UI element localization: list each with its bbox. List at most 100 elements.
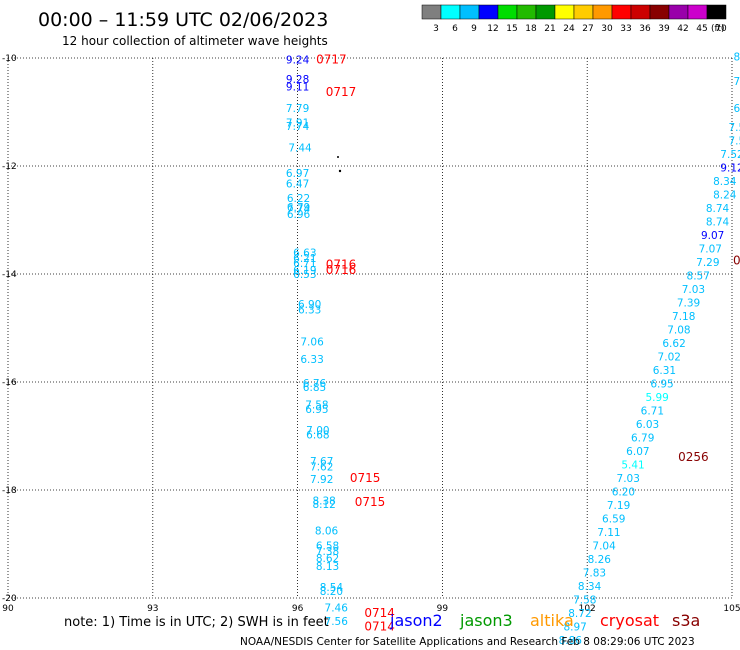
colorbar-swatch: [516, 4, 537, 20]
swh-point: 5.99: [645, 392, 668, 404]
swh-point: 7.00: [306, 425, 329, 437]
colorbar-swatch: [611, 4, 632, 20]
colorbar-swatch: [630, 4, 651, 20]
swh-point: 6.71: [293, 258, 316, 270]
swh-point: 7.08: [667, 324, 690, 336]
time-label: 0715: [355, 495, 386, 509]
colorbar-tick-label: 6: [452, 24, 458, 34]
colorbar-swatch: [459, 4, 480, 20]
colorbar-swatch: [440, 4, 461, 20]
swh-point: 6.19: [293, 265, 316, 277]
x-tick-label: 93: [147, 604, 158, 614]
swh-point: 8.38: [312, 496, 335, 508]
swh-point: 7.03: [617, 473, 640, 485]
colorbar-tick-label: 70: [715, 24, 727, 34]
swh-point: 6.33: [298, 304, 321, 316]
swh-point: 8.13: [316, 561, 339, 573]
x-tick-label: 96: [292, 604, 304, 614]
time-label: 0717: [316, 52, 347, 66]
colorbar-tick-label: 33: [620, 24, 631, 34]
footer-credit: NOAA/NESDIS Center for Satellite Applica…: [240, 636, 695, 648]
swh-point: 6.95: [650, 378, 673, 390]
swh-point: 8.72: [568, 608, 591, 620]
y-tick-label: -10: [2, 54, 17, 64]
colorbar-swatch: [535, 4, 556, 20]
swh-point: 6.58: [316, 540, 339, 552]
swh-point: 6.07: [626, 446, 649, 458]
swh-point: 8.20: [320, 586, 343, 598]
time-label: 0717: [326, 85, 357, 99]
swh-point: 7.11: [597, 527, 620, 539]
swh-point: 8.57: [687, 270, 710, 282]
colorbar-tick-label: 39: [658, 24, 670, 34]
swh-point: 8: [733, 52, 740, 64]
track-marker-icon: [337, 156, 342, 173]
swh-point: 9.12: [720, 162, 740, 174]
x-tick-label: 105: [723, 604, 740, 614]
colorbar-tick-label: 45: [696, 24, 707, 34]
swh-point: 7.56: [325, 616, 349, 628]
swh-point: 6.76: [303, 378, 327, 390]
swh-point: 7.38: [316, 546, 339, 558]
swh-point: 7.02: [658, 351, 681, 363]
colorbar-swatch: [687, 4, 708, 20]
footer-note: note: 1) Time is in UTC; 2) SWH is in fe…: [64, 615, 329, 630]
swh-point: 6.31: [653, 365, 676, 377]
swh-point: 6.53: [293, 269, 316, 281]
swh-point: 6.20: [612, 486, 635, 498]
swh-point: 7.58: [305, 399, 328, 411]
chart-title: 00:00 – 11:59 UTC 02/06/2023: [38, 9, 328, 31]
colorbar-swatch: [592, 4, 613, 20]
time-label: 0: [733, 253, 740, 267]
colorbar-swatch: [554, 4, 575, 20]
swh-point: 7.62: [310, 462, 333, 474]
swh-point: 6.79: [631, 432, 654, 444]
satellite-legend-jason3: jason3: [459, 611, 513, 630]
swh-point: 6.62: [662, 338, 685, 350]
swh-point: 9.07: [701, 230, 724, 242]
swh-point: 8.34: [713, 176, 737, 188]
colorbar-swatch: [573, 4, 594, 20]
swh-point: 6.21: [293, 253, 316, 265]
swh-point: 8.74: [706, 203, 730, 215]
swh-point: 7: [733, 76, 740, 88]
colorbar-tick-label: 27: [582, 24, 593, 34]
axis-ticks: 90 93 96 99 102 105 -10 -12 -14 -16 -18 -20: [2, 54, 740, 614]
swh-point: 8.34: [578, 581, 602, 593]
swh-point: 8.06: [315, 525, 339, 537]
satellite-legend-cryosat: cryosat: [600, 611, 659, 630]
time-label: 0715: [350, 471, 381, 485]
colorbar-tick-label: 21: [544, 24, 555, 34]
swh-point: 7.79: [286, 103, 309, 115]
swh-point: 7.06: [300, 336, 324, 348]
satellite-legend: jason2 jason3 altika cryosat s3a: [389, 611, 700, 630]
time-label: 0256: [678, 450, 709, 464]
time-label: 0714: [364, 606, 395, 620]
swh-point: 9.28: [286, 74, 309, 86]
swh-point: 7.19: [607, 500, 630, 512]
colorbar-tick-label: 30: [601, 24, 613, 34]
swh-point: 6.85: [303, 382, 326, 394]
swh-point: 8.12: [312, 499, 335, 511]
y-tick-label: -14: [2, 270, 17, 280]
swh-points: 9.249.289.117.797.917.747.446.976.476.22…: [286, 52, 740, 647]
x-tick-label: 99: [437, 604, 449, 614]
swh-point: 7.07: [699, 243, 722, 255]
swh-point: 8.26: [588, 554, 612, 566]
colorbar-tick-label: 36: [639, 24, 651, 34]
swh-point: 7.18: [672, 311, 695, 323]
swh-point: 7.29: [696, 257, 719, 269]
colorbar-swatch: [668, 4, 689, 20]
colorbar-tick-label: 15: [506, 24, 517, 34]
swh-point: 9.11: [286, 81, 309, 93]
swh-point: 7.04: [592, 540, 616, 552]
plot-grid: [7, 57, 733, 599]
y-tick-label: -12: [2, 162, 17, 172]
swh-point: 7.03: [682, 284, 705, 296]
swh-point: 7.92: [310, 474, 333, 486]
colorbar-swatch: [649, 4, 670, 20]
swh-point: 6.97: [286, 168, 309, 180]
swh-point: 6.63: [293, 248, 316, 260]
swh-point: 7.83: [583, 567, 606, 579]
chart-subtitle: 12 hour collection of altimeter wave hei…: [62, 34, 328, 48]
